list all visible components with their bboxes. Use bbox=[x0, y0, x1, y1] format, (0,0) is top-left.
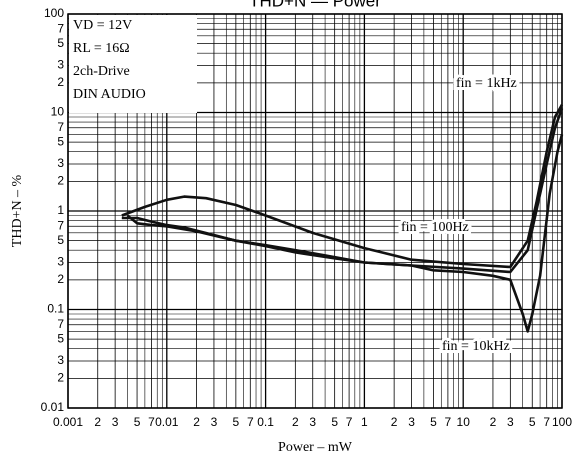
x-tick-label: 7 bbox=[445, 415, 452, 429]
x-tick-label: 3 bbox=[309, 415, 316, 429]
x-tick-label: 5 bbox=[331, 415, 338, 429]
x-tick-label: 7 bbox=[247, 415, 254, 429]
condition-text: VD = 12V bbox=[73, 18, 132, 33]
x-tick-label: 3 bbox=[112, 415, 119, 429]
x-tick-label: 0.01 bbox=[155, 415, 179, 429]
y-tick-label: 3 bbox=[57, 58, 64, 72]
series-label: fin = 10kHz bbox=[442, 339, 510, 354]
y-tick-label: 3 bbox=[57, 353, 64, 367]
y-axis-label: THD+N – % bbox=[10, 174, 25, 247]
x-tick-label: 7 bbox=[148, 415, 155, 429]
x-tick-label: 7 bbox=[543, 415, 550, 429]
y-tick-label: 10 bbox=[51, 105, 65, 119]
y-tick-label: 0.1 bbox=[47, 302, 64, 316]
y-tick-label: 5 bbox=[57, 331, 64, 345]
series-line bbox=[121, 134, 564, 333]
y-tick-label: 7 bbox=[57, 120, 64, 134]
y-tick-label: 7 bbox=[57, 218, 64, 232]
x-axis-label: Power – mW bbox=[278, 440, 353, 455]
x-tick-label: 2 bbox=[292, 415, 299, 429]
x-tick-label: 5 bbox=[233, 415, 240, 429]
chart-title: THD+N — Power bbox=[249, 0, 381, 10]
y-tick-label: 2 bbox=[57, 272, 64, 286]
y-tick-label: 100 bbox=[44, 6, 64, 20]
y-tick-label: 5 bbox=[57, 134, 64, 148]
x-tick-label: 10 bbox=[457, 415, 471, 429]
x-tick-label: 0.001 bbox=[53, 415, 83, 429]
x-tick-label: 3 bbox=[408, 415, 415, 429]
condition-text: RL = 16Ω bbox=[73, 41, 130, 56]
condition-text: 2ch-Drive bbox=[73, 64, 130, 79]
condition-text: DIN AUDIO bbox=[73, 87, 146, 102]
x-tick-label: 3 bbox=[211, 415, 218, 429]
x-tick-label: 100 bbox=[552, 415, 572, 429]
x-tick-label: 5 bbox=[529, 415, 536, 429]
x-tick-label: 5 bbox=[134, 415, 141, 429]
x-tick-label: 2 bbox=[94, 415, 101, 429]
y-tick-label: 3 bbox=[57, 255, 64, 269]
x-tick-label: 5 bbox=[430, 415, 437, 429]
x-tick-label: 2 bbox=[490, 415, 497, 429]
series-label: fin = 1kHz bbox=[456, 76, 517, 91]
y-tick-label: 7 bbox=[57, 317, 64, 331]
y-tick-label: 5 bbox=[57, 233, 64, 247]
x-tick-label: 1 bbox=[361, 415, 368, 429]
x-tick-label: 0.1 bbox=[257, 415, 274, 429]
y-tick-label: 7 bbox=[57, 21, 64, 35]
x-tick-label: 2 bbox=[391, 415, 398, 429]
y-tick-label: 5 bbox=[57, 36, 64, 50]
y-tick-label: 2 bbox=[57, 75, 64, 89]
y-tick-label: 1 bbox=[57, 203, 64, 217]
x-tick-label: 2 bbox=[193, 415, 200, 429]
x-tick-label: 7 bbox=[346, 415, 353, 429]
y-tick-label: 0.01 bbox=[41, 400, 65, 414]
y-tick-label: 3 bbox=[57, 156, 64, 170]
condition-box bbox=[69, 15, 197, 113]
series-line bbox=[121, 104, 564, 269]
y-tick-label: 2 bbox=[57, 174, 64, 188]
x-tick-label: 3 bbox=[507, 415, 514, 429]
y-tick-label: 2 bbox=[57, 371, 64, 385]
series-label: fin = 100Hz bbox=[401, 220, 469, 235]
